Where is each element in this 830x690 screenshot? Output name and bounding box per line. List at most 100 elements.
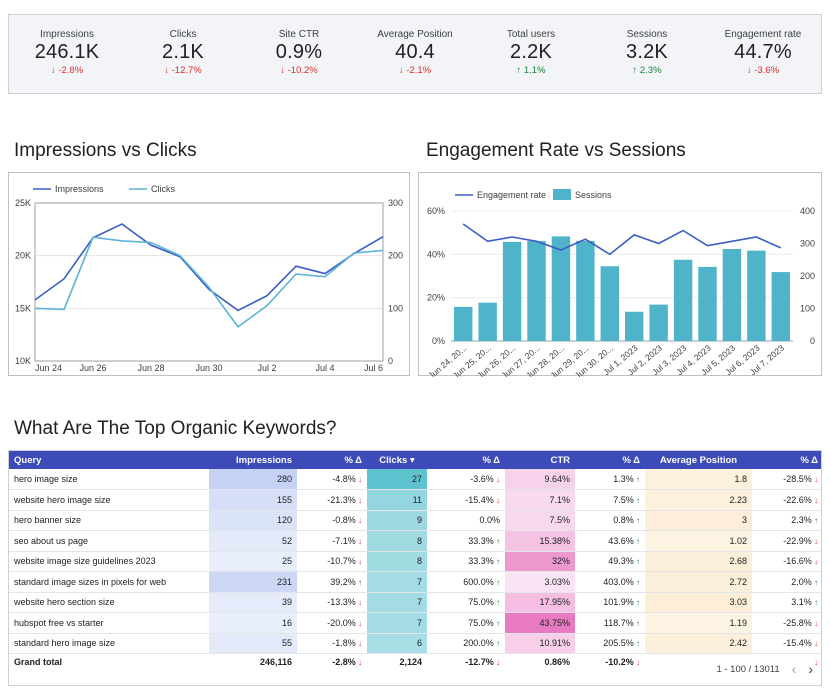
table-row[interactable]: hero image size 280 -4.8% ↓ 27 -3.6% ↓ 9.64% 1…	[9, 469, 821, 490]
table-row[interactable]: website image size guidelines 2023 25 -10.…	[9, 551, 821, 572]
query-cell: standard image sizes in pixels for web	[9, 571, 209, 593]
arrow-up-icon: ↑	[633, 516, 640, 526]
sessions-bar	[747, 250, 766, 341]
arrow-down-icon: ↓	[811, 495, 818, 505]
column-header[interactable]: % Δ	[297, 451, 367, 469]
kpi-delta: ↓ -12.7%	[164, 65, 202, 76]
delta-cell: 0.8% ↑	[575, 510, 645, 531]
impressions-cell: 52	[209, 530, 297, 552]
kpi-delta: ↓ -2.8%	[50, 65, 84, 76]
arrow-down-icon: ↓	[355, 639, 362, 649]
arrow-up-icon: ↑	[633, 475, 640, 484]
arrow-down-icon: ↓	[355, 475, 362, 484]
query-cell: standard hero image size	[9, 633, 209, 654]
delta-cell: 75.0% ↑	[427, 592, 505, 613]
sessions-bar	[576, 240, 595, 341]
table-row[interactable]: website hero image size 155 -21.3% ↓ 11 -15.…	[9, 489, 821, 511]
y-right-tick: 0	[810, 336, 815, 346]
arrow-up-icon: ↑	[811, 577, 818, 587]
total-cell: 246,116	[209, 653, 297, 670]
next-page-icon[interactable]: ›	[808, 661, 813, 677]
delta-cell: 600.0% ↑	[427, 571, 505, 593]
query-cell: hero image size	[9, 469, 209, 490]
delta-cell: 2.3% ↑	[752, 510, 821, 531]
delta-cell: 200.0% ↑	[427, 633, 505, 654]
column-header[interactable]: Query	[9, 451, 209, 469]
arrow-up-icon: ↑	[493, 536, 500, 546]
arrow-up-icon: ↑	[633, 618, 640, 628]
column-header[interactable]: % Δ	[752, 451, 821, 469]
delta-cell: -21.3% ↓	[297, 489, 367, 511]
y-right-tick: 200	[800, 271, 815, 281]
keywords-table-container: Query Impressions% Δ Clicks ▾% Δ CTR% Δ Aver…	[8, 450, 822, 686]
arrow-down-icon: ↓	[493, 657, 500, 667]
arrow-down-icon: ↓	[355, 657, 362, 667]
delta-cell: -0.8% ↓	[297, 510, 367, 531]
arrow-down-icon: ↓	[811, 475, 818, 484]
x-tick: Jun 30	[195, 363, 222, 373]
x-tick: Jul 2	[257, 363, 276, 373]
column-header[interactable]: Impressions	[209, 451, 297, 469]
table-row[interactable]: seo about us page 52 -7.1% ↓ 8 33.3% ↑ 15.38%…	[9, 530, 821, 552]
impressions-cell: 231	[209, 571, 297, 593]
engagement-rate-line	[462, 223, 782, 256]
delta-cell: -15.4% ↓	[427, 489, 505, 511]
query-cell: website hero image size	[9, 489, 209, 511]
kpi-label: Clicks	[169, 29, 197, 40]
arrow-up-icon: ↑	[811, 516, 818, 526]
column-header[interactable]: CTR	[505, 451, 575, 469]
ctr-cell: 43.75%	[505, 612, 575, 634]
impressions-cell: 280	[209, 469, 297, 490]
table-header-row: Query Impressions% Δ Clicks ▾% Δ CTR% Δ Aver…	[9, 451, 821, 469]
grand-total-row: Grand total 246,116 -2.8% ↓ 2,124 -12.7% ↓ 0.…	[9, 653, 821, 670]
kpi-delta: ↓ -3.6%	[746, 65, 780, 76]
ctr-cell: 32%	[505, 551, 575, 572]
y-right-tick: 200	[388, 251, 403, 261]
prev-page-icon[interactable]: ‹	[791, 661, 797, 677]
column-header[interactable]: % Δ	[427, 451, 505, 469]
delta-cell: 1.3% ↑	[575, 469, 645, 490]
delta-cell: -16.6% ↓	[752, 551, 821, 572]
y-left-tick: 60%	[427, 206, 445, 216]
ctr-cell: 7.1%	[505, 489, 575, 511]
delta-cell: -13.3% ↓	[297, 592, 367, 613]
delta-cell: -25.8% ↓	[752, 612, 821, 634]
y-right-tick: 300	[388, 198, 403, 208]
legend-label: Engagement rate	[477, 190, 546, 200]
position-cell: 1.19	[645, 612, 752, 634]
delta-cell: -1.8% ↓	[297, 633, 367, 654]
x-tick: Jun 26	[79, 363, 106, 373]
table-row[interactable]: standard hero image size 55 -1.8% ↓ 6 200.0%…	[9, 633, 821, 654]
y-right-tick: 400	[800, 206, 815, 216]
x-tick: Jun 24	[35, 363, 62, 373]
kpi-value: 246.1K	[34, 41, 100, 63]
legend-label: Clicks	[151, 184, 175, 194]
total-cell: -2.8% ↓	[297, 653, 367, 670]
delta-cell: 43.6% ↑	[575, 530, 645, 552]
column-header[interactable]: % Δ	[575, 451, 645, 469]
arrow-down-icon: ↓	[811, 536, 818, 546]
table-row[interactable]: hubspot free vs starter 16 -20.0% ↓ 7 75.0% …	[9, 612, 821, 634]
kpi-engagement-rate: Engagement rate 44.7% ↓ -3.6%	[705, 15, 821, 93]
position-cell: 3	[645, 510, 752, 531]
table-row[interactable]: standard image sizes in pixels for web 23…	[9, 571, 821, 593]
query-cell: hero banner size	[9, 510, 209, 531]
column-header[interactable]: Clicks ▾	[367, 451, 427, 469]
arrow-up-icon: ↑	[493, 598, 500, 608]
y-right-tick: 100	[388, 303, 403, 313]
table-row[interactable]: website hero section size 39 -13.3% ↓ 7 75.0…	[9, 592, 821, 613]
impressions-clicks-svg: 25K 20K 15K 10K 300 200 100 0 Jun 24 Jun 26 Jun 28…	[15, 184, 403, 373]
position-cell: 3.03	[645, 592, 752, 613]
arrow-up-icon: ↑	[633, 557, 640, 567]
delta-cell: 33.3% ↑	[427, 551, 505, 572]
engagement-sessions-title: Engagement Rate vs Sessions	[426, 140, 686, 161]
y-left-tick: 20K	[15, 251, 31, 261]
delta-cell: 39.2% ↑	[297, 571, 367, 593]
impressions-cell: 120	[209, 510, 297, 531]
plot-frame	[34, 202, 384, 362]
table-row[interactable]: hero banner size 120 -0.8% ↓ 9 0.0% 7.5% 0.8% …	[9, 510, 821, 531]
arrow-down-icon: ↓	[355, 516, 362, 526]
query-cell: hubspot free vs starter	[9, 612, 209, 634]
kpi-label: Site CTR	[278, 29, 320, 40]
column-header[interactable]: Average Position	[645, 451, 752, 469]
